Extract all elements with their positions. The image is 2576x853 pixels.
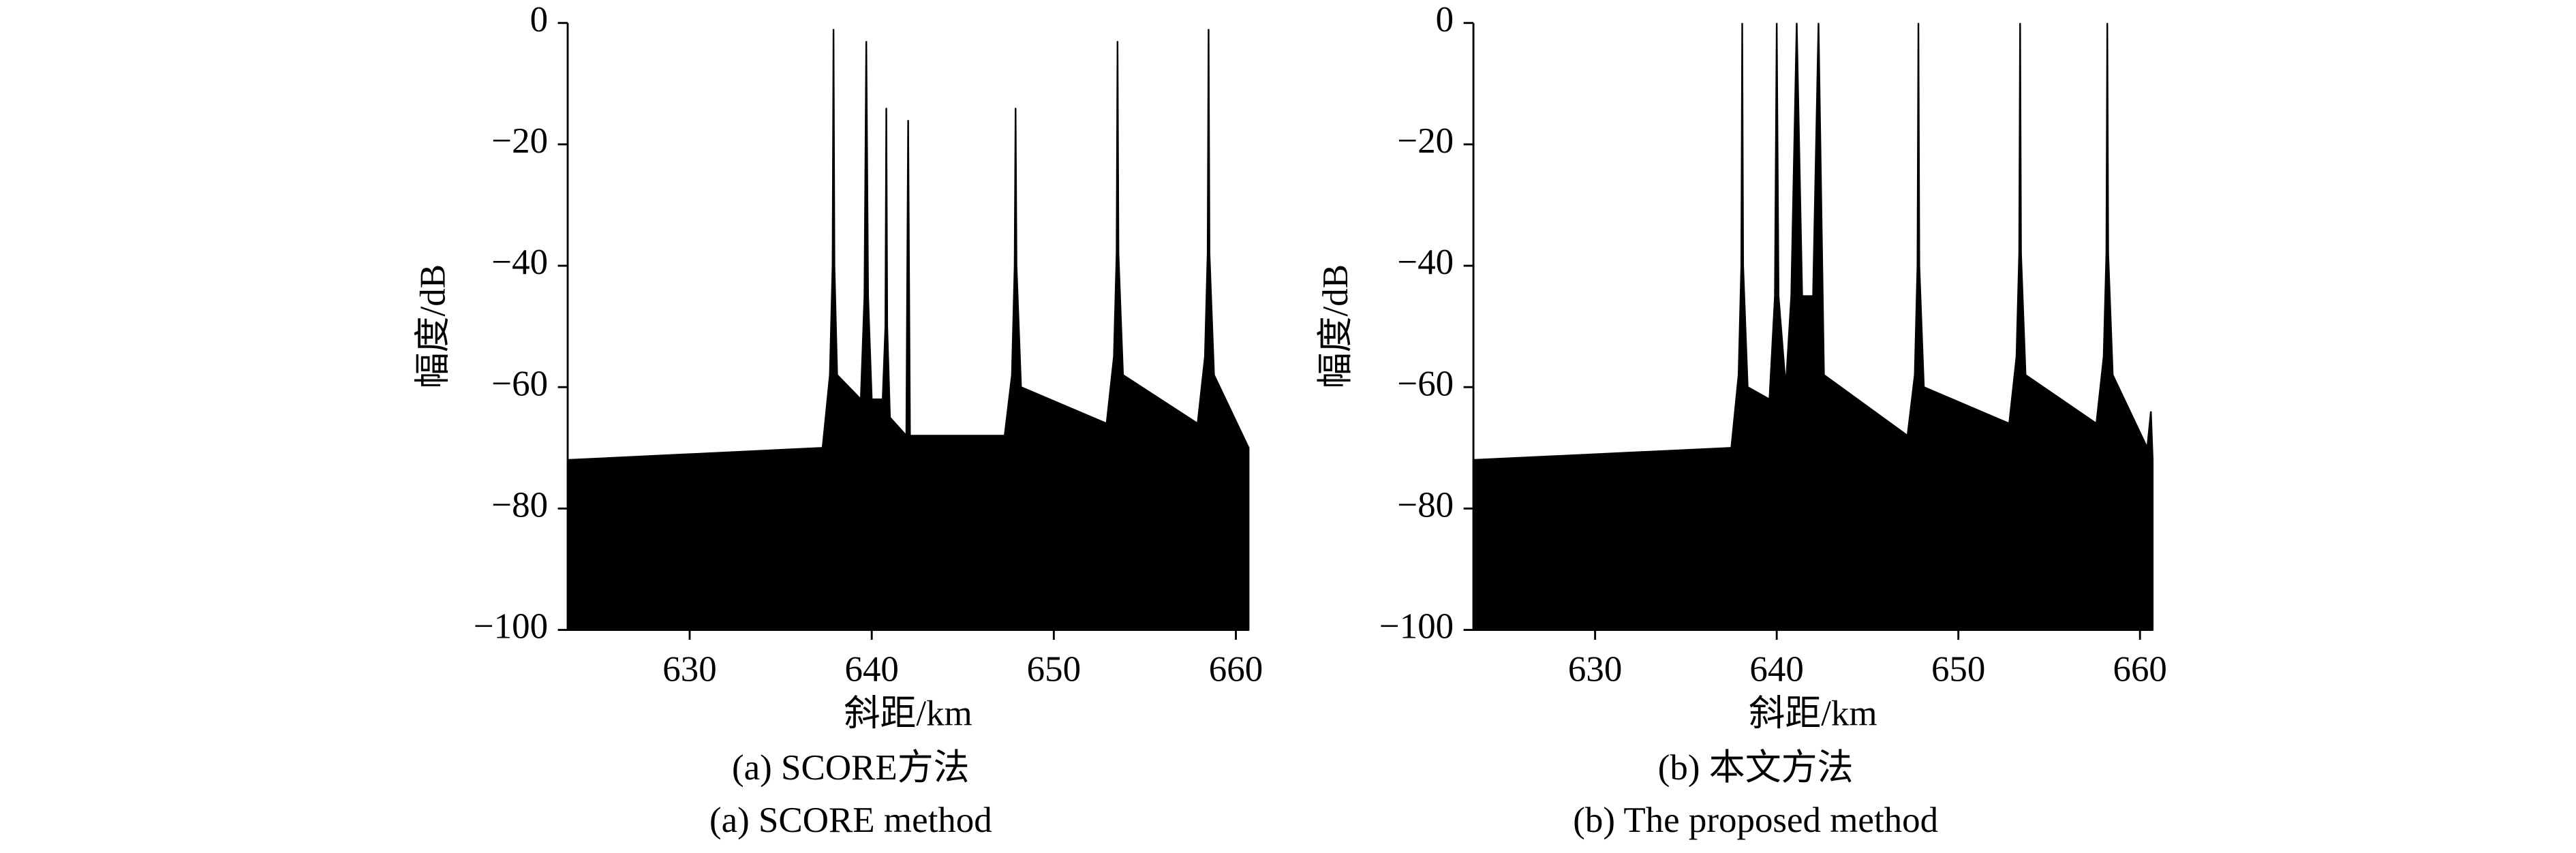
caption: (b) 本文方法 — [1658, 748, 1854, 788]
x-tick-label: 630 — [662, 649, 716, 689]
x-tick-label: 650 — [1027, 649, 1081, 689]
y-tick-label: −20 — [491, 121, 548, 161]
y-tick-label: −60 — [1397, 364, 1454, 403]
y-tick-label: −100 — [1379, 607, 1454, 647]
y-tick-label: −100 — [474, 607, 548, 647]
x-tick-label: 630 — [1568, 649, 1622, 689]
spectrum — [1472, 22, 2154, 631]
x-tick-label: 660 — [2113, 649, 2166, 689]
y-tick-label: 0 — [530, 0, 548, 40]
y-tick-label: −80 — [1397, 486, 1454, 525]
y-tick-label: −40 — [1397, 243, 1454, 282]
caption-en: (a) SCORE method — [709, 801, 992, 840]
caption-en: (b) The proposed method — [1573, 801, 1938, 840]
y-tick-label: −60 — [491, 364, 548, 403]
x-tick-label: 640 — [844, 649, 898, 689]
y-tick-label: −40 — [491, 243, 548, 282]
spectrum — [566, 29, 1250, 631]
x-tick-label: 640 — [1749, 649, 1803, 689]
y-tick-label: −80 — [491, 486, 548, 525]
x-tick-label: 660 — [1209, 649, 1263, 689]
x-tick-label: 650 — [1931, 649, 1985, 689]
y-axis-label: 幅度/dB — [414, 264, 453, 388]
x-axis-label: 斜距/km — [1749, 694, 1877, 733]
y-tick-label: −20 — [1397, 121, 1454, 161]
y-axis-label: 幅度/dB — [1316, 264, 1355, 388]
caption: (a) SCORE方法 — [732, 748, 970, 788]
x-axis-label: 斜距/km — [844, 694, 972, 733]
y-tick-label: 0 — [1436, 0, 1454, 40]
